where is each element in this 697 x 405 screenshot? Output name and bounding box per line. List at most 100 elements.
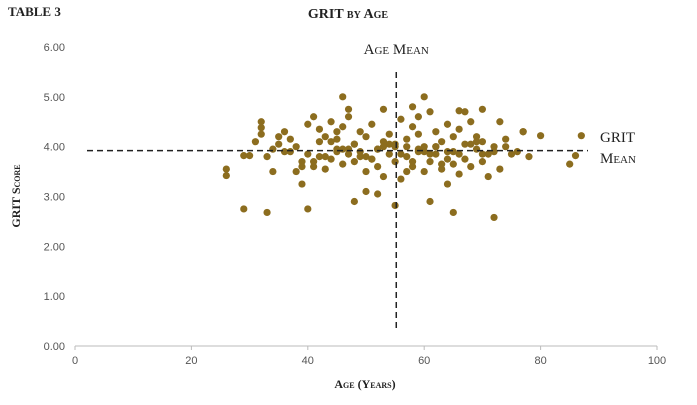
point [385, 150, 393, 158]
table-label: TABLE 3 [8, 4, 61, 19]
point [449, 160, 457, 168]
x-axis-label: Age (Years) [334, 377, 395, 391]
point [490, 213, 498, 222]
y-tick-label: 0.00 [44, 341, 65, 353]
point [368, 120, 376, 128]
point [443, 148, 452, 156]
point [280, 148, 289, 156]
point [257, 130, 265, 138]
point [362, 133, 370, 141]
point [280, 128, 289, 136]
point [455, 150, 463, 158]
age-mean-label: Age Mean [364, 42, 429, 58]
point [408, 123, 417, 131]
point [286, 135, 294, 143]
point [286, 148, 294, 156]
point [408, 103, 417, 111]
point [374, 190, 382, 198]
point [339, 93, 347, 101]
point [420, 148, 428, 156]
point [461, 140, 469, 148]
point [467, 140, 475, 148]
point [420, 167, 428, 176]
point [432, 143, 440, 151]
point [391, 158, 399, 166]
point [327, 118, 335, 126]
point [292, 143, 300, 151]
point [251, 138, 260, 146]
point [478, 150, 486, 158]
point [420, 143, 428, 151]
point [321, 133, 329, 141]
point [222, 165, 230, 173]
point [408, 158, 417, 166]
point [257, 124, 265, 132]
grit-mean-label: GRIT [600, 130, 635, 146]
point [350, 140, 358, 148]
point [566, 160, 574, 168]
point [292, 167, 300, 176]
point [304, 120, 312, 128]
point [304, 205, 312, 213]
point [362, 187, 370, 196]
point [496, 165, 504, 173]
x-tick-label: 80 [534, 355, 546, 367]
y-tick-label: 2.00 [44, 241, 65, 253]
chart-title: GRIT by Age [308, 7, 389, 22]
point [449, 133, 457, 141]
x-tick-label: 20 [185, 355, 197, 367]
point [263, 208, 271, 217]
point [502, 143, 510, 151]
point [310, 113, 318, 121]
point [443, 180, 452, 188]
point [397, 115, 405, 123]
point [502, 135, 510, 143]
y-tick-label: 4.00 [44, 142, 65, 154]
point [344, 113, 353, 121]
point [310, 158, 318, 166]
point [304, 150, 312, 158]
point [414, 148, 422, 156]
point [519, 128, 527, 136]
point [240, 152, 248, 160]
point [269, 145, 277, 153]
point [379, 138, 388, 146]
point [467, 163, 475, 171]
point [344, 145, 353, 153]
point [298, 158, 306, 166]
point [525, 153, 533, 161]
point [356, 128, 364, 136]
point [379, 143, 388, 151]
point [240, 205, 248, 213]
point [257, 118, 265, 126]
point [438, 165, 446, 173]
point [344, 105, 353, 113]
point [478, 138, 486, 146]
point [269, 167, 277, 176]
point [315, 125, 324, 133]
point [275, 140, 283, 148]
point [571, 152, 580, 160]
point [379, 172, 388, 181]
point [321, 165, 329, 173]
point [478, 105, 486, 113]
point [350, 158, 358, 166]
point [315, 138, 324, 146]
point [385, 130, 393, 138]
point [327, 155, 335, 163]
x-tick-label: 60 [418, 355, 430, 367]
point [246, 152, 254, 160]
y-tick-label: 6.00 [44, 42, 65, 54]
point [449, 148, 457, 156]
point [507, 150, 516, 158]
y-axis-label: GRIT Score [9, 164, 23, 227]
point [484, 172, 492, 181]
point [443, 155, 452, 163]
point [455, 125, 463, 133]
point [455, 107, 463, 115]
point [443, 120, 452, 128]
point [438, 138, 446, 146]
point [298, 180, 306, 188]
point [403, 167, 411, 176]
